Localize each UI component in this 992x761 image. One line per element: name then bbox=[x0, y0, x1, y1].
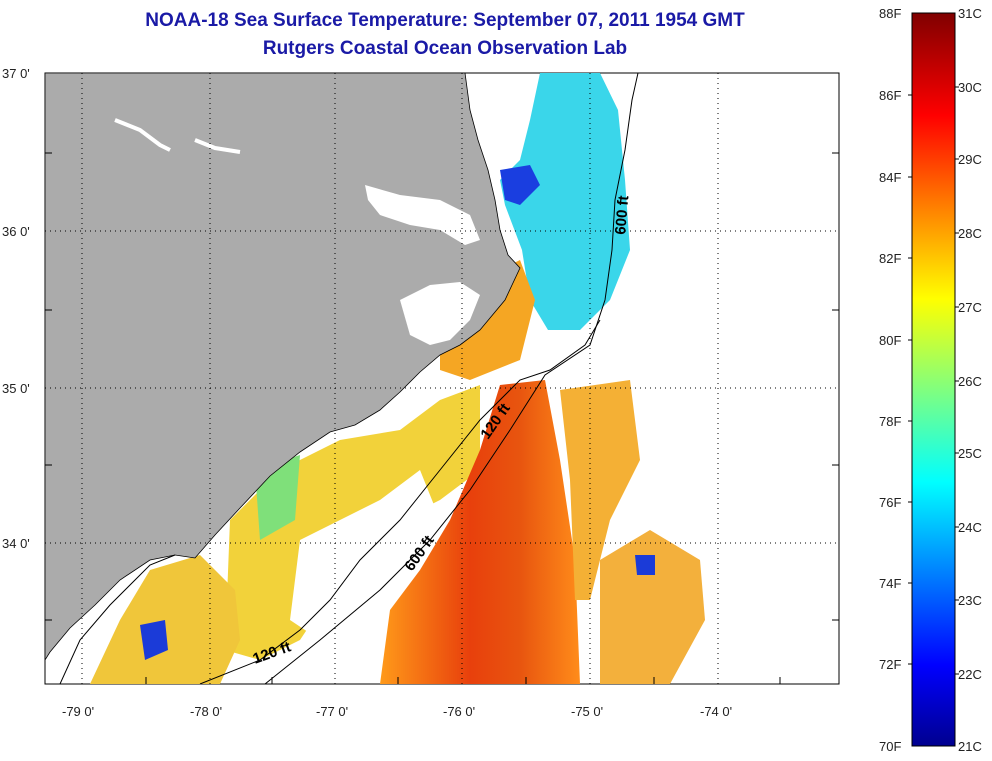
sst-patch-gulfstream-hot bbox=[380, 380, 580, 684]
cb-c-24: 24C bbox=[958, 520, 982, 535]
graticule bbox=[45, 73, 839, 684]
colorbar-c-labels: 31C 30C 29C 28C 27C 26C 25C 24C 23C 22C … bbox=[958, 6, 982, 754]
isobath-600ft bbox=[264, 73, 639, 684]
chart-subtitle: Rutgers Coastal Ocean Observation Lab bbox=[262, 38, 628, 59]
lon-label-78: -78 0' bbox=[190, 704, 222, 719]
sound-albemarle bbox=[365, 185, 480, 245]
sst-patch-west-yellow bbox=[90, 555, 240, 684]
isobath-120ft-west bbox=[59, 554, 176, 684]
cb-c-31: 31C bbox=[958, 6, 982, 21]
cb-c-25: 25C bbox=[958, 446, 982, 461]
map-content: 600 ft 120 ft 600 ft 120 ft bbox=[45, 73, 839, 684]
cb-f-88: 88F bbox=[879, 6, 901, 21]
cb-c-27: 27C bbox=[958, 300, 982, 315]
contour-label-600ft-north: 600 ft bbox=[612, 195, 632, 236]
sst-patch-southeast bbox=[600, 530, 705, 684]
river-chowan bbox=[114, 118, 171, 152]
cb-f-82: 82F bbox=[879, 251, 901, 266]
isobath-120ft bbox=[199, 319, 601, 684]
river-roanoke bbox=[194, 138, 241, 154]
lat-label-34: 34 0' bbox=[2, 536, 30, 551]
chart-title: NOAA-18 Sea Surface Temperature: Septemb… bbox=[145, 10, 745, 31]
colorbar-ticks bbox=[908, 86, 959, 675]
cb-c-28: 28C bbox=[958, 226, 982, 241]
cb-c-23: 23C bbox=[958, 593, 982, 608]
lon-label-76: -76 0' bbox=[443, 704, 475, 719]
cb-f-84: 84F bbox=[879, 170, 901, 185]
cb-f-74: 74F bbox=[879, 576, 901, 591]
sst-patch-blue-sw bbox=[140, 620, 168, 660]
cb-f-76: 76F bbox=[879, 495, 901, 510]
cb-c-21: 21C bbox=[958, 739, 982, 754]
cb-f-80: 80F bbox=[879, 333, 901, 348]
cb-c-22: 22C bbox=[958, 667, 982, 682]
cb-f-78: 78F bbox=[879, 414, 901, 429]
cb-f-86: 86F bbox=[879, 88, 901, 103]
frame-ticks bbox=[45, 152, 839, 684]
lon-label-79: -79 0' bbox=[62, 704, 94, 719]
sst-patch-blue-north bbox=[500, 165, 540, 205]
cb-c-30: 30C bbox=[958, 80, 982, 95]
sst-patch-north-cyan bbox=[500, 73, 630, 330]
cb-c-29: 29C bbox=[958, 152, 982, 167]
lon-label-74: -74 0' bbox=[700, 704, 732, 719]
lat-label-35: 35 0' bbox=[2, 381, 30, 396]
sst-patch-offshore-orange bbox=[560, 380, 640, 600]
cb-f-70: 70F bbox=[879, 739, 901, 754]
cb-c-26: 26C bbox=[958, 374, 982, 389]
sst-patch-blue-se bbox=[635, 555, 655, 575]
lon-label-75: -75 0' bbox=[571, 704, 603, 719]
sound-pamlico bbox=[400, 282, 480, 345]
lat-label-36: 36 0' bbox=[2, 224, 30, 239]
colorbar-f-labels: 88F 86F 84F 82F 80F 78F 76F 74F 72F 70F bbox=[879, 6, 901, 754]
lat-label-37: 37 0' bbox=[2, 66, 30, 81]
lon-label-77: -77 0' bbox=[316, 704, 348, 719]
colorbar bbox=[911, 12, 956, 747]
cb-f-72: 72F bbox=[879, 657, 901, 672]
